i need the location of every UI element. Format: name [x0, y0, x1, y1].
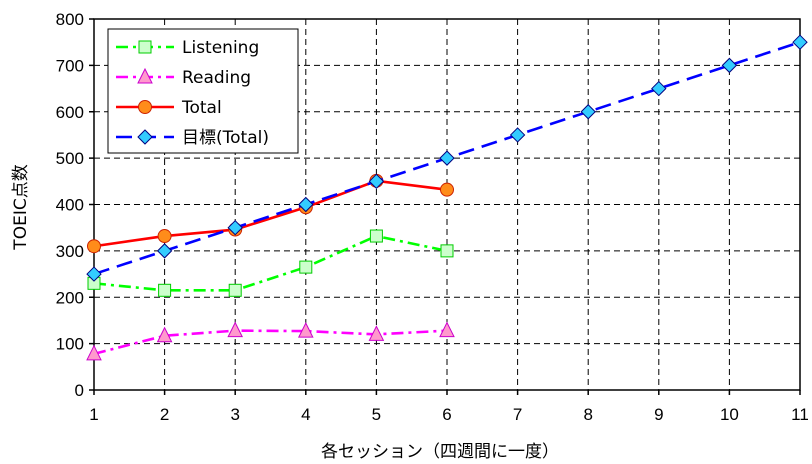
x-tick-label: 2 [160, 405, 169, 424]
y-tick-label: 800 [56, 10, 84, 29]
data-point [87, 239, 101, 254]
data-point [580, 104, 596, 120]
data-point [368, 325, 385, 341]
x-tick-label: 11 [791, 405, 809, 424]
y-axis-ticks: 0 100 200 300 400 500 600 700 800 [56, 10, 94, 400]
series-2 [87, 173, 454, 254]
legend-label: Total [181, 98, 222, 118]
data-point [86, 266, 102, 282]
data-point [369, 229, 383, 243]
x-tick-label: 10 [720, 405, 739, 424]
y-tick-label: 200 [56, 288, 84, 307]
data-point [439, 150, 455, 166]
x-tick-label: 1 [89, 405, 98, 424]
data-point [227, 219, 243, 236]
legend-label: 目標(Total) [182, 128, 269, 148]
legend-marker [137, 67, 153, 84]
series-0 [87, 229, 454, 297]
legend-label: Listening [182, 38, 259, 58]
legend-marker [138, 100, 152, 114]
x-tick-label: 9 [654, 405, 663, 424]
x-axis-label: 各セッション（四週間に一度） [321, 442, 559, 462]
legend-item: Total [116, 98, 222, 118]
data-point [156, 326, 173, 343]
y-tick-label: 700 [56, 56, 84, 75]
x-tick-label: 5 [372, 405, 381, 424]
data-point [721, 57, 738, 74]
data-point [157, 229, 172, 244]
legend-item: 目標(Total) [116, 128, 269, 148]
data-point [439, 321, 455, 338]
data-point [228, 283, 242, 297]
legend-marker [138, 40, 152, 54]
data-point [158, 283, 172, 297]
y-tick-label: 300 [56, 242, 84, 261]
data-point [651, 80, 667, 97]
x-tick-label: 3 [230, 405, 239, 424]
data-point [440, 244, 454, 258]
legend-item: Listening [116, 38, 259, 58]
x-tick-label: 8 [583, 405, 592, 424]
data-point [299, 260, 313, 274]
x-axis-ticks: 1 2 3 4 5 6 7 8 9 10 11 [89, 390, 809, 424]
data-point [156, 243, 173, 259]
x-tick-label: 6 [442, 405, 451, 424]
y-tick-label: 500 [56, 149, 84, 168]
y-axis-label: TOEIC点数 [11, 164, 31, 250]
data-point [86, 344, 102, 361]
data-point [227, 321, 244, 338]
series-line [93, 329, 448, 356]
data-point [792, 34, 808, 50]
y-tick-label: 400 [56, 196, 84, 215]
data-point [368, 173, 385, 190]
legend-marker [137, 129, 153, 145]
y-tick-label: 100 [56, 335, 84, 354]
data-point [509, 127, 526, 143]
series-1 [86, 321, 455, 361]
series-3 [86, 34, 808, 282]
series-line [93, 179, 448, 248]
legend-item: Reading [116, 67, 251, 88]
data-point [440, 182, 454, 197]
y-tick-label: 600 [56, 103, 84, 122]
x-tick-label: 7 [513, 405, 522, 424]
legend-label: Reading [182, 68, 251, 88]
x-tick-label: 4 [301, 405, 310, 424]
series-group [86, 34, 808, 361]
legend: Listening Reading Total 目標(Total) [107, 28, 299, 154]
data-point [297, 321, 314, 338]
series-line [93, 234, 448, 292]
y-tick-label: 0 [75, 381, 84, 400]
data-point [298, 196, 314, 213]
